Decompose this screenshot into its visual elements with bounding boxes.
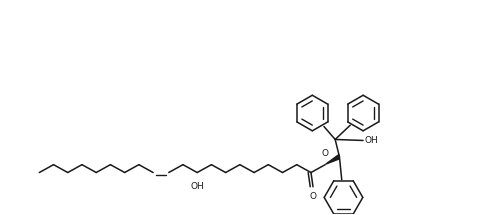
- Text: O: O: [321, 149, 328, 158]
- Text: OH: OH: [190, 182, 204, 191]
- Text: O: O: [310, 192, 317, 201]
- Polygon shape: [326, 155, 339, 164]
- Text: OH: OH: [364, 136, 378, 145]
